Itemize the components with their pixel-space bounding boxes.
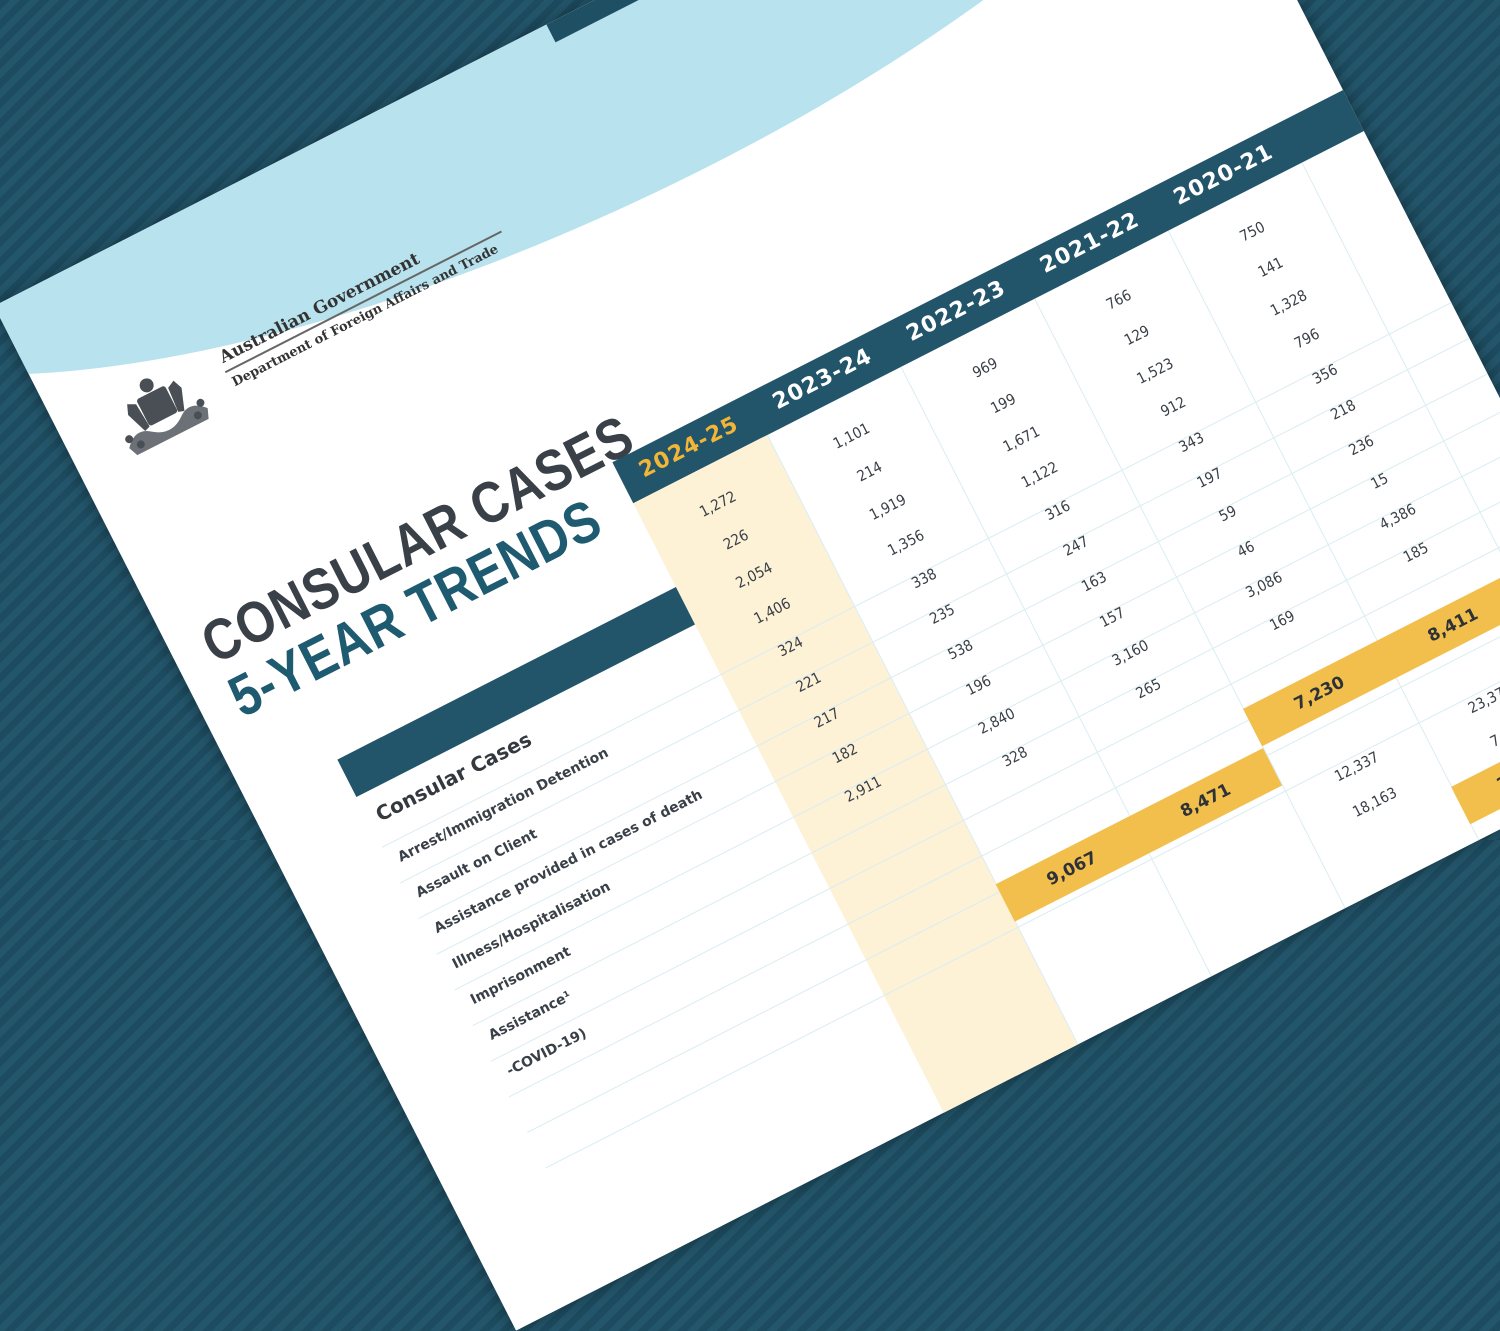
coat-of-arms-icon (125, 378, 209, 456)
row-label: Assistance provided in cases of death (431, 786, 706, 937)
lower-value-3: 23,373 (1465, 679, 1500, 718)
row-label: Assistance¹ (486, 988, 575, 1044)
row-label: Imprisonment (467, 943, 574, 1009)
row-label: -COVID-19) (504, 1025, 590, 1080)
row-label: Assault on Client (413, 826, 540, 902)
row-label: Illness/Hospitalisation (449, 878, 614, 973)
